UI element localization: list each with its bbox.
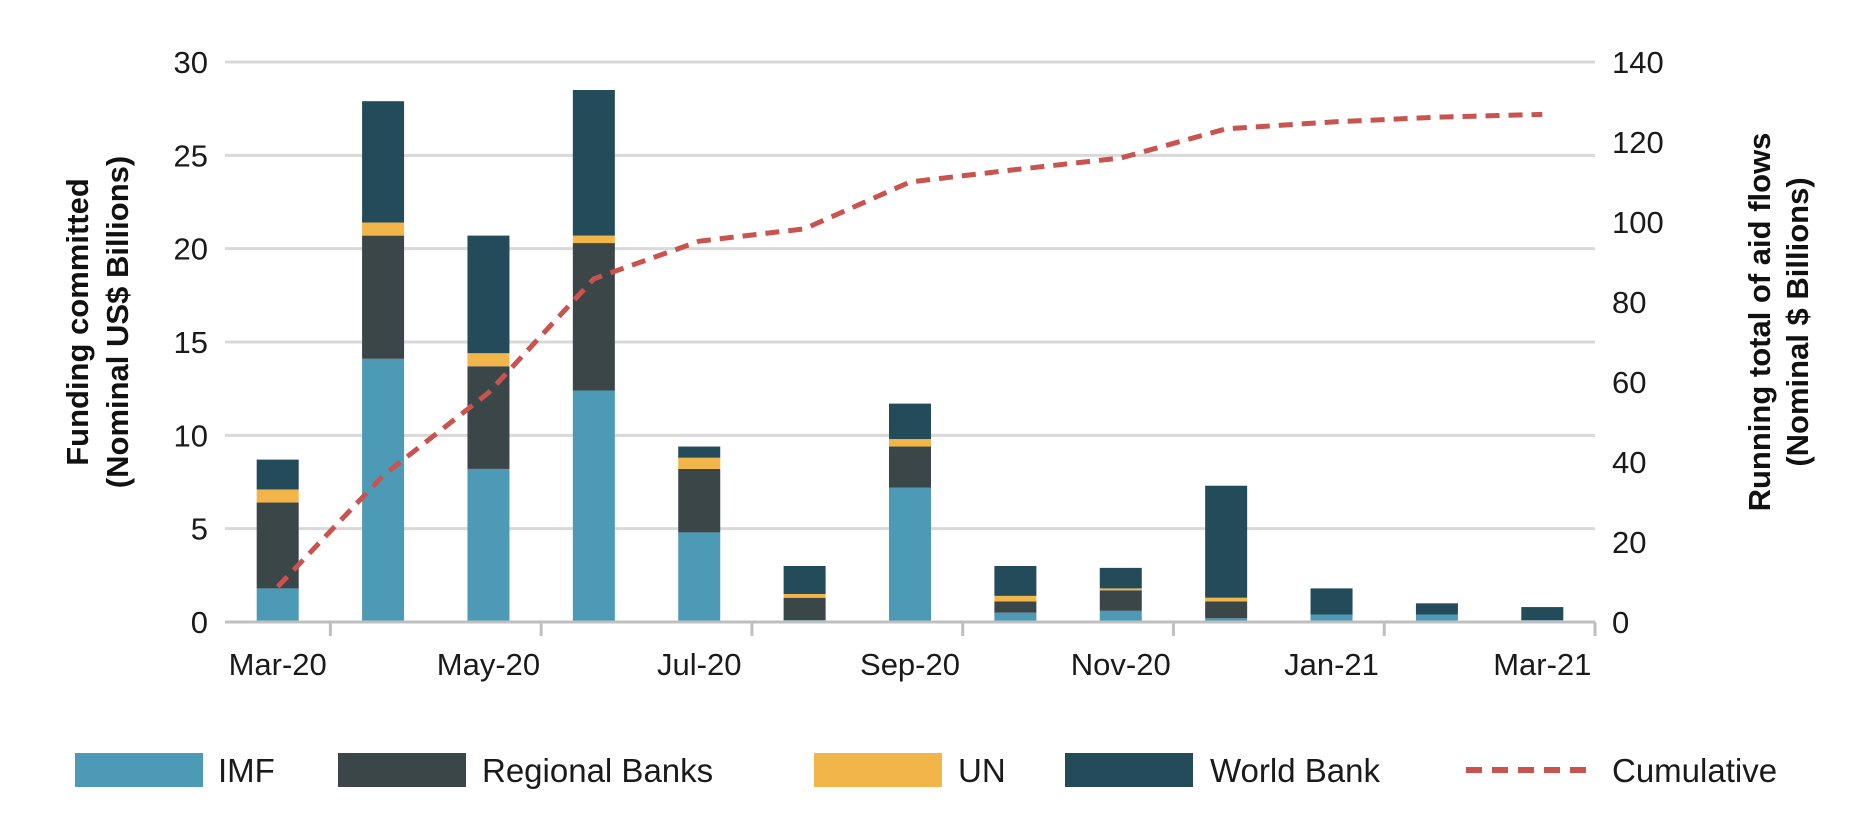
bar-segment-un xyxy=(783,594,826,598)
legend-label-regional-banks: Regional Banks xyxy=(482,752,713,789)
y-tick-label: 15 xyxy=(174,325,208,360)
y2-tick-label: 0 xyxy=(1612,605,1629,640)
bar-segment-un xyxy=(467,353,510,367)
bar-segment-world-bank xyxy=(889,403,931,440)
bar-segment-un xyxy=(678,457,721,469)
bar-segment-world-bank xyxy=(1415,603,1458,615)
y-tick-label: 10 xyxy=(174,418,208,453)
y2-tick-label: 140 xyxy=(1612,45,1664,80)
y-tick-label: 0 xyxy=(191,605,208,640)
y-tick-label: 30 xyxy=(174,45,208,80)
bar-segment-un xyxy=(889,439,931,447)
bar-segment-imf xyxy=(889,487,931,622)
bar-segment-world-bank xyxy=(467,235,510,354)
bar-segment-regional-banks xyxy=(362,235,405,359)
axes: 0 5 10 15 20 25 30 0 20 40 60 80 100 120 140 Mar-20 May-… xyxy=(174,45,1664,682)
bar-segment-regional-banks xyxy=(994,601,1037,613)
y2-axis-title: Running total of aid flows (Nominal $ Bi… xyxy=(1742,133,1815,512)
cumulative-line-layer xyxy=(275,111,1543,589)
y-tick-label: 20 xyxy=(174,232,208,267)
bar-segment-un xyxy=(362,222,405,236)
bar-segment-un xyxy=(256,489,299,503)
bar-segment-imf xyxy=(1310,614,1353,622)
bar-segment-imf xyxy=(362,358,405,622)
y2-tick-label: 40 xyxy=(1612,445,1646,480)
bar-segment-world-bank xyxy=(1310,588,1353,615)
bar-segment-world-bank xyxy=(994,566,1037,596)
bars xyxy=(256,90,1564,622)
legend-label-cumulative: Cumulative xyxy=(1612,752,1777,789)
bar-segment-world-bank xyxy=(1521,607,1564,621)
y2-axis-title-line2: (Nominal $ Billions) xyxy=(1780,177,1815,466)
x-tick-label: Nov-20 xyxy=(1071,647,1171,682)
bar-segment-un xyxy=(572,235,615,244)
bar-segment-regional-banks xyxy=(1205,601,1248,619)
bar-segment-un xyxy=(1205,597,1248,602)
legend-label-imf: IMF xyxy=(218,752,275,789)
legend-swatch-world-bank xyxy=(1065,753,1193,787)
bar-segment-regional-banks xyxy=(889,446,931,488)
y-axis-title-line2: (Nominal US$ Billions) xyxy=(100,156,135,488)
bar-segment-world-bank xyxy=(678,446,721,458)
y2-tick-label: 120 xyxy=(1612,125,1664,160)
x-tick-label: Mar-21 xyxy=(1493,647,1591,682)
bar-segment-imf xyxy=(1099,610,1142,622)
bar-segment-regional-banks xyxy=(572,243,615,391)
bar-segment-world-bank xyxy=(572,90,615,236)
bar-segment-world-bank xyxy=(1205,485,1248,598)
bar-segment-un xyxy=(994,595,1037,602)
bar-segment-regional-banks xyxy=(1099,590,1142,611)
y-axis-title: Funding committed (Nominal US$ Billions) xyxy=(60,156,135,488)
bar-segment-regional-banks xyxy=(256,502,299,589)
x-tick-label: Jan-21 xyxy=(1284,647,1379,682)
bar-segment-regional-banks xyxy=(678,468,721,533)
bar-segment-imf xyxy=(256,588,299,622)
y-axis-title-line1: Funding committed xyxy=(60,178,95,466)
legend-swatch-un xyxy=(814,753,942,787)
bar-segment-imf xyxy=(467,468,510,622)
bar-segment-regional-banks xyxy=(467,366,510,469)
bar-segment-un xyxy=(1099,588,1142,591)
bar-segment-imf xyxy=(572,390,615,622)
bar-segment-world-bank xyxy=(256,459,299,490)
legend-label-world-bank: World Bank xyxy=(1210,752,1380,789)
bar-segment-imf xyxy=(678,532,721,622)
legend: IMF Regional Banks UN World Bank Cumulative xyxy=(75,752,1777,789)
bar-segment-world-bank xyxy=(362,101,405,223)
y2-tick-label: 20 xyxy=(1612,525,1646,560)
bar-segment-imf xyxy=(1415,614,1458,622)
y2-tick-label: 60 xyxy=(1612,365,1646,400)
y-tick-label: 25 xyxy=(174,138,208,173)
legend-label-un: UN xyxy=(958,752,1006,789)
bar-segment-world-bank xyxy=(1099,567,1142,589)
x-tick-label: Mar-20 xyxy=(229,647,327,682)
x-tick-label: Jul-20 xyxy=(657,647,741,682)
legend-swatch-imf xyxy=(75,753,203,787)
bar-segment-imf xyxy=(994,612,1037,622)
bar-segment-regional-banks xyxy=(783,597,826,621)
y2-axis-title-line1: Running total of aid flows xyxy=(1742,133,1777,512)
y2-tick-label: 100 xyxy=(1612,205,1664,240)
bar-segment-imf xyxy=(1205,618,1248,622)
y2-tick-label: 80 xyxy=(1612,285,1646,320)
gridlines xyxy=(225,60,1595,531)
legend-swatch-regional-banks xyxy=(338,753,466,787)
x-tick-label: Sep-20 xyxy=(860,647,960,682)
x-tick-label: May-20 xyxy=(437,647,540,682)
bar-segment-world-bank xyxy=(783,566,826,594)
y-tick-label: 5 xyxy=(191,512,208,547)
